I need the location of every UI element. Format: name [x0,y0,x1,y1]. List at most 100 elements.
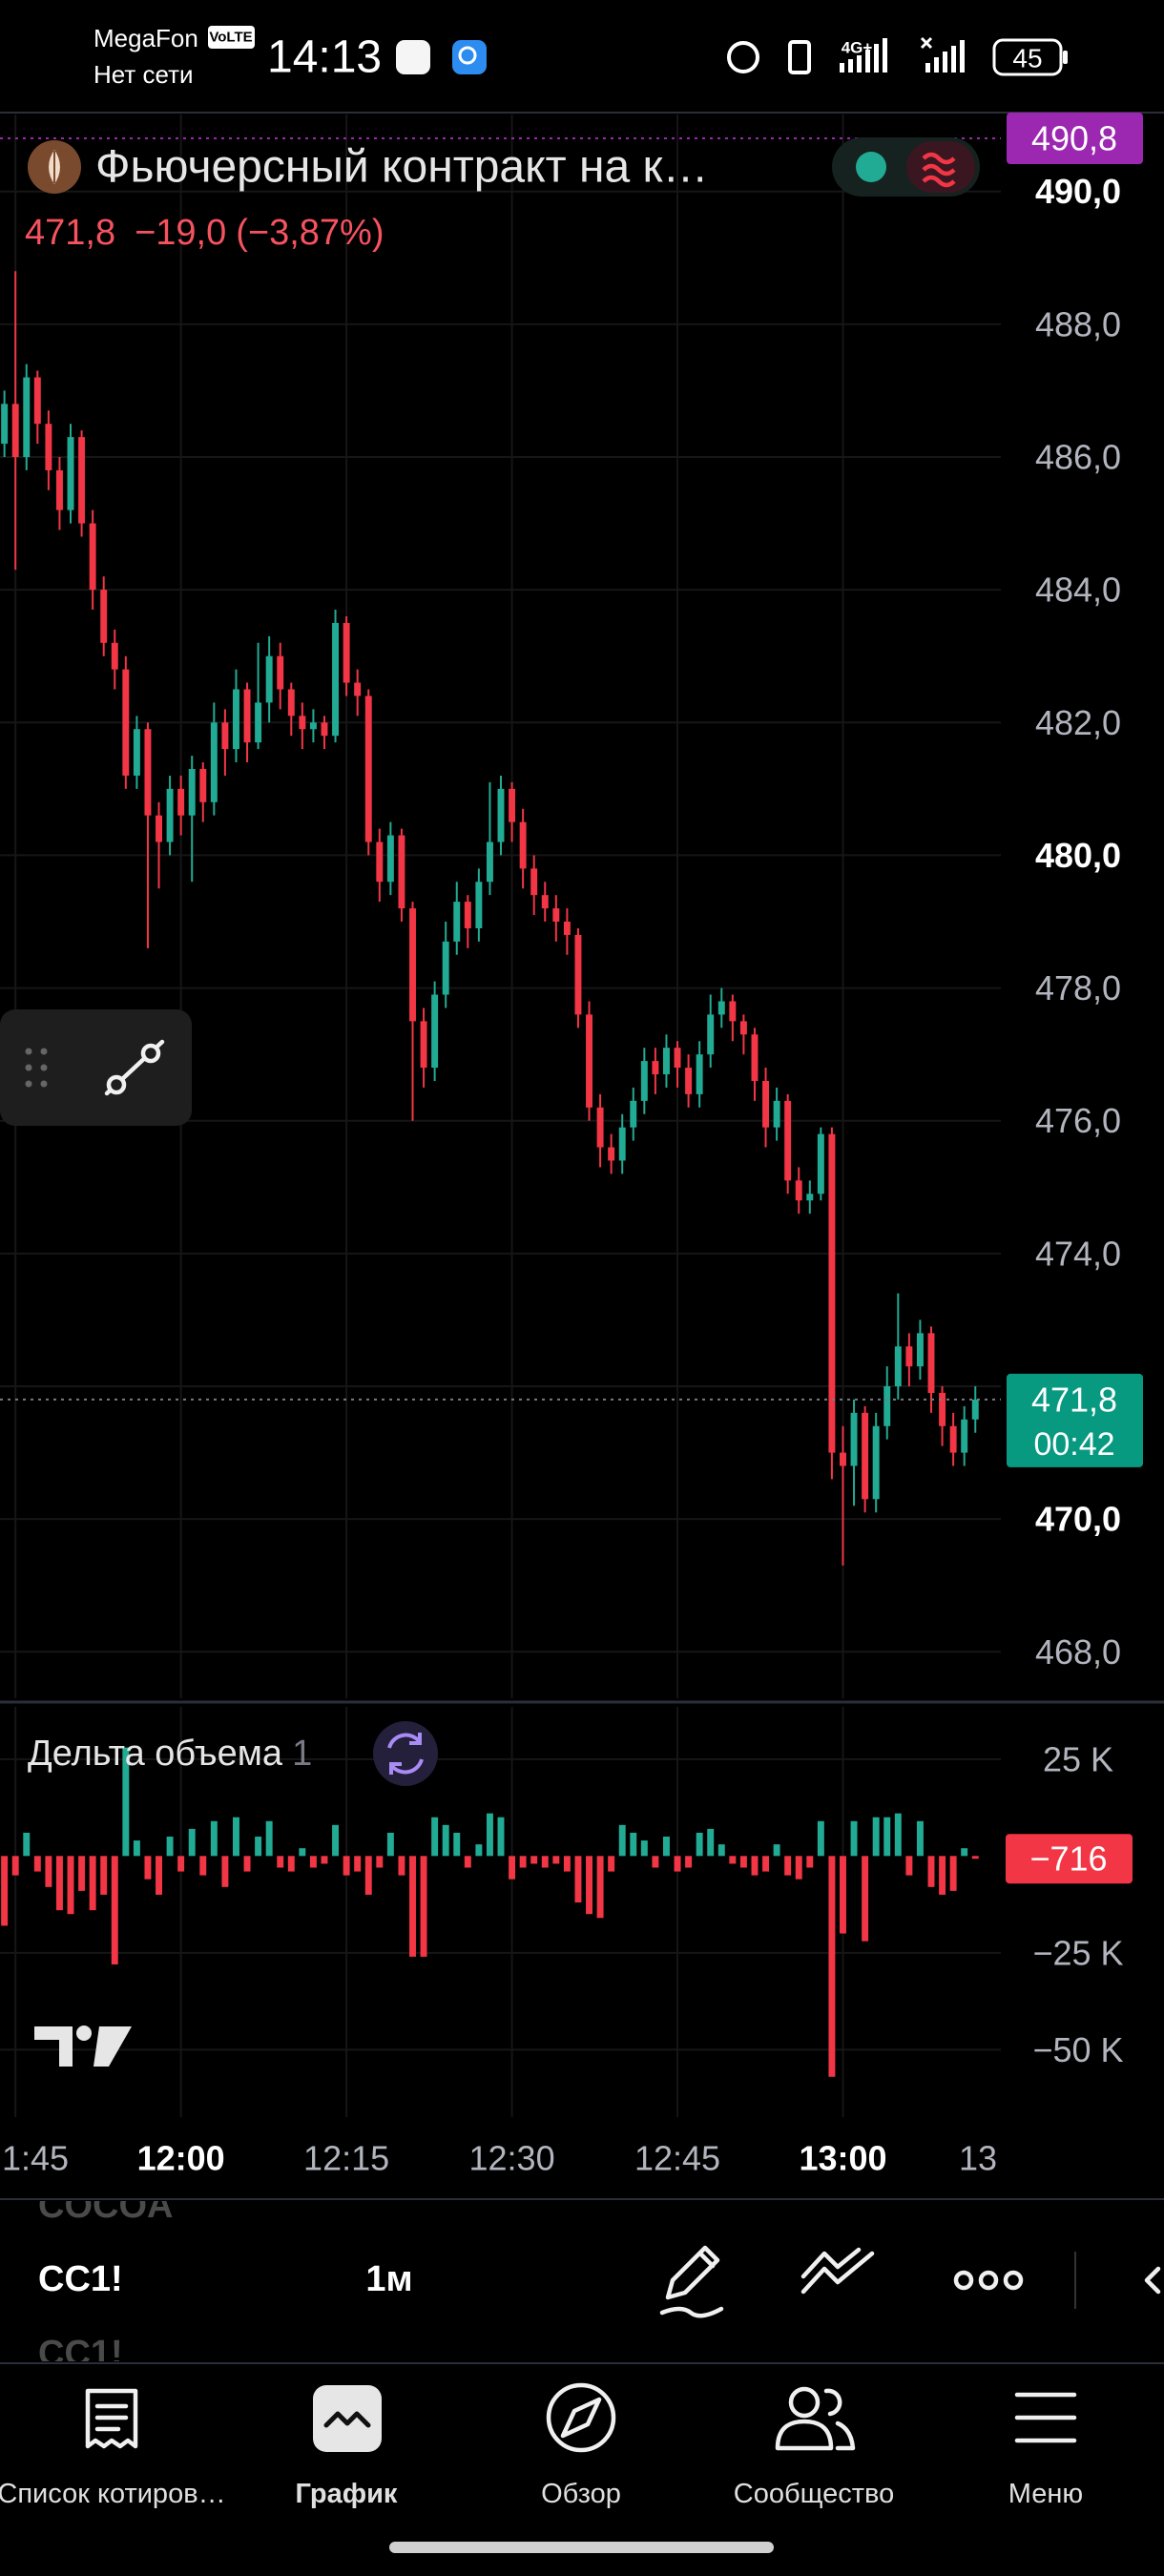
candle-body [773,1100,780,1128]
delta-bar [696,1832,703,1857]
candle-body [630,1100,637,1128]
price-badge [1007,1373,1143,1467]
delta-bar [640,1840,648,1857]
candle-body [652,1061,659,1075]
indicators-button[interactable] [800,2247,875,2295]
candle-body [530,868,538,896]
delta-bar [111,1856,118,1965]
candle-body [817,1133,824,1195]
candle-body [89,523,96,591]
signal-icon [840,38,887,73]
delta-bar [287,1856,295,1872]
x-tick-label: 1:45 [2,2139,69,2178]
change-pct: (−3,87%) [236,213,384,253]
app-icon [452,40,487,74]
candle-body [840,1452,846,1466]
symbol-ghost: COCOA [38,2186,173,2226]
y-tick-label: 468,0 [1035,1632,1121,1672]
candle-body [265,655,273,703]
delta-bar [486,1813,493,1857]
network-type: 4G+ [842,39,873,57]
delta-bar [243,1856,251,1872]
draw-button[interactable] [659,2245,724,2318]
candle-body [221,722,229,750]
more-button[interactable] [953,2270,1024,2291]
candle-body [431,994,439,1069]
delta-bar [210,1820,218,1857]
candle-body [343,622,350,683]
delta-bar [144,1856,152,1880]
volte: VoLTE [209,30,252,46]
value-badge-label: −716 [1029,1839,1107,1879]
delta-bar [23,1832,31,1857]
candle-body [762,1080,770,1128]
candle-body [133,729,140,776]
delta-bar [67,1856,74,1915]
candle-body [784,1100,792,1181]
battery-icon [992,38,1063,76]
quote-line: 471,8 −19,0 (−3,87%) [25,213,385,253]
network: Нет сети [94,60,194,89]
candle-body [210,722,218,802]
collapse-button[interactable] [1144,2266,1161,2295]
candle-body [717,1001,725,1015]
y-tick-label: −50 K [1032,2030,1123,2069]
carrier: MegaFon [94,24,198,52]
indicator-param: 1 [292,1734,312,1774]
delta-bar [133,1840,140,1857]
delta-bar [563,1856,571,1872]
candle-body [156,815,162,842]
delta-bar [332,1824,340,1857]
candle-body [354,682,362,696]
nav-item[interactable]: Меню [1008,2392,1083,2509]
candle-body [23,377,31,457]
candle-body [464,902,471,928]
symbol-wheel[interactable]: COCOA CC1! CC1! [38,2186,173,2374]
clock: 14:13 [267,32,382,83]
nav-icon-bg [313,2385,382,2452]
delta-bar [751,1856,759,1876]
delta-bar [509,1856,516,1880]
nav-item[interactable]: Список котиров… [0,2388,226,2509]
value-badge [1006,1834,1133,1884]
nav-label: Список котиров… [0,2479,226,2509]
candle-body [862,1412,869,1500]
refresh-button[interactable] [373,1721,438,1786]
delta-bar [33,1856,41,1872]
nav-label: График [296,2479,398,2509]
delta-bar [166,1837,174,1857]
candle-body [409,908,416,1022]
drawing-tool[interactable] [0,1009,192,1126]
delta-bar [11,1856,19,1876]
candle-body [199,768,207,802]
delta-bar [265,1820,273,1857]
delta-bar [762,1856,770,1872]
delta-bar [122,1747,130,1857]
nav-item[interactable]: Обзор [541,2382,621,2509]
nav-item[interactable]: Сообщество [734,2386,894,2509]
symbol-ghost: CC1! [38,2334,123,2374]
nav-icon [788,2386,821,2419]
mode-toggle[interactable] [832,137,980,197]
candle-body [872,1425,880,1500]
candle-body [828,1133,836,1453]
y-tick-label: 25 K [1043,1739,1113,1778]
candle-body [111,642,118,670]
x-tick-label: 12:45 [634,2139,720,2178]
interval[interactable]: 1м [365,2259,412,2299]
status-bar: MegaFon VoLTE Нет сети 14:13 4G+ 45 [94,24,1068,89]
nav-item[interactable]: График [296,2385,398,2509]
delta-bar [850,1820,858,1857]
delta-bar [630,1832,637,1857]
alarm-icon [727,41,759,73]
indicator-name: Дельта объема [28,1734,283,1774]
symbol-header[interactable]: Фьючерсный контракт на к… [28,140,709,194]
nav-icon [323,2411,371,2428]
app-icon-glyph [458,46,477,65]
nav-icon [546,2382,616,2453]
candle-body [78,437,86,524]
delta-bar [78,1856,86,1891]
countdown: 00:42 [1033,1426,1114,1463]
delta-bar [354,1856,362,1872]
delta-bar [386,1832,394,1857]
